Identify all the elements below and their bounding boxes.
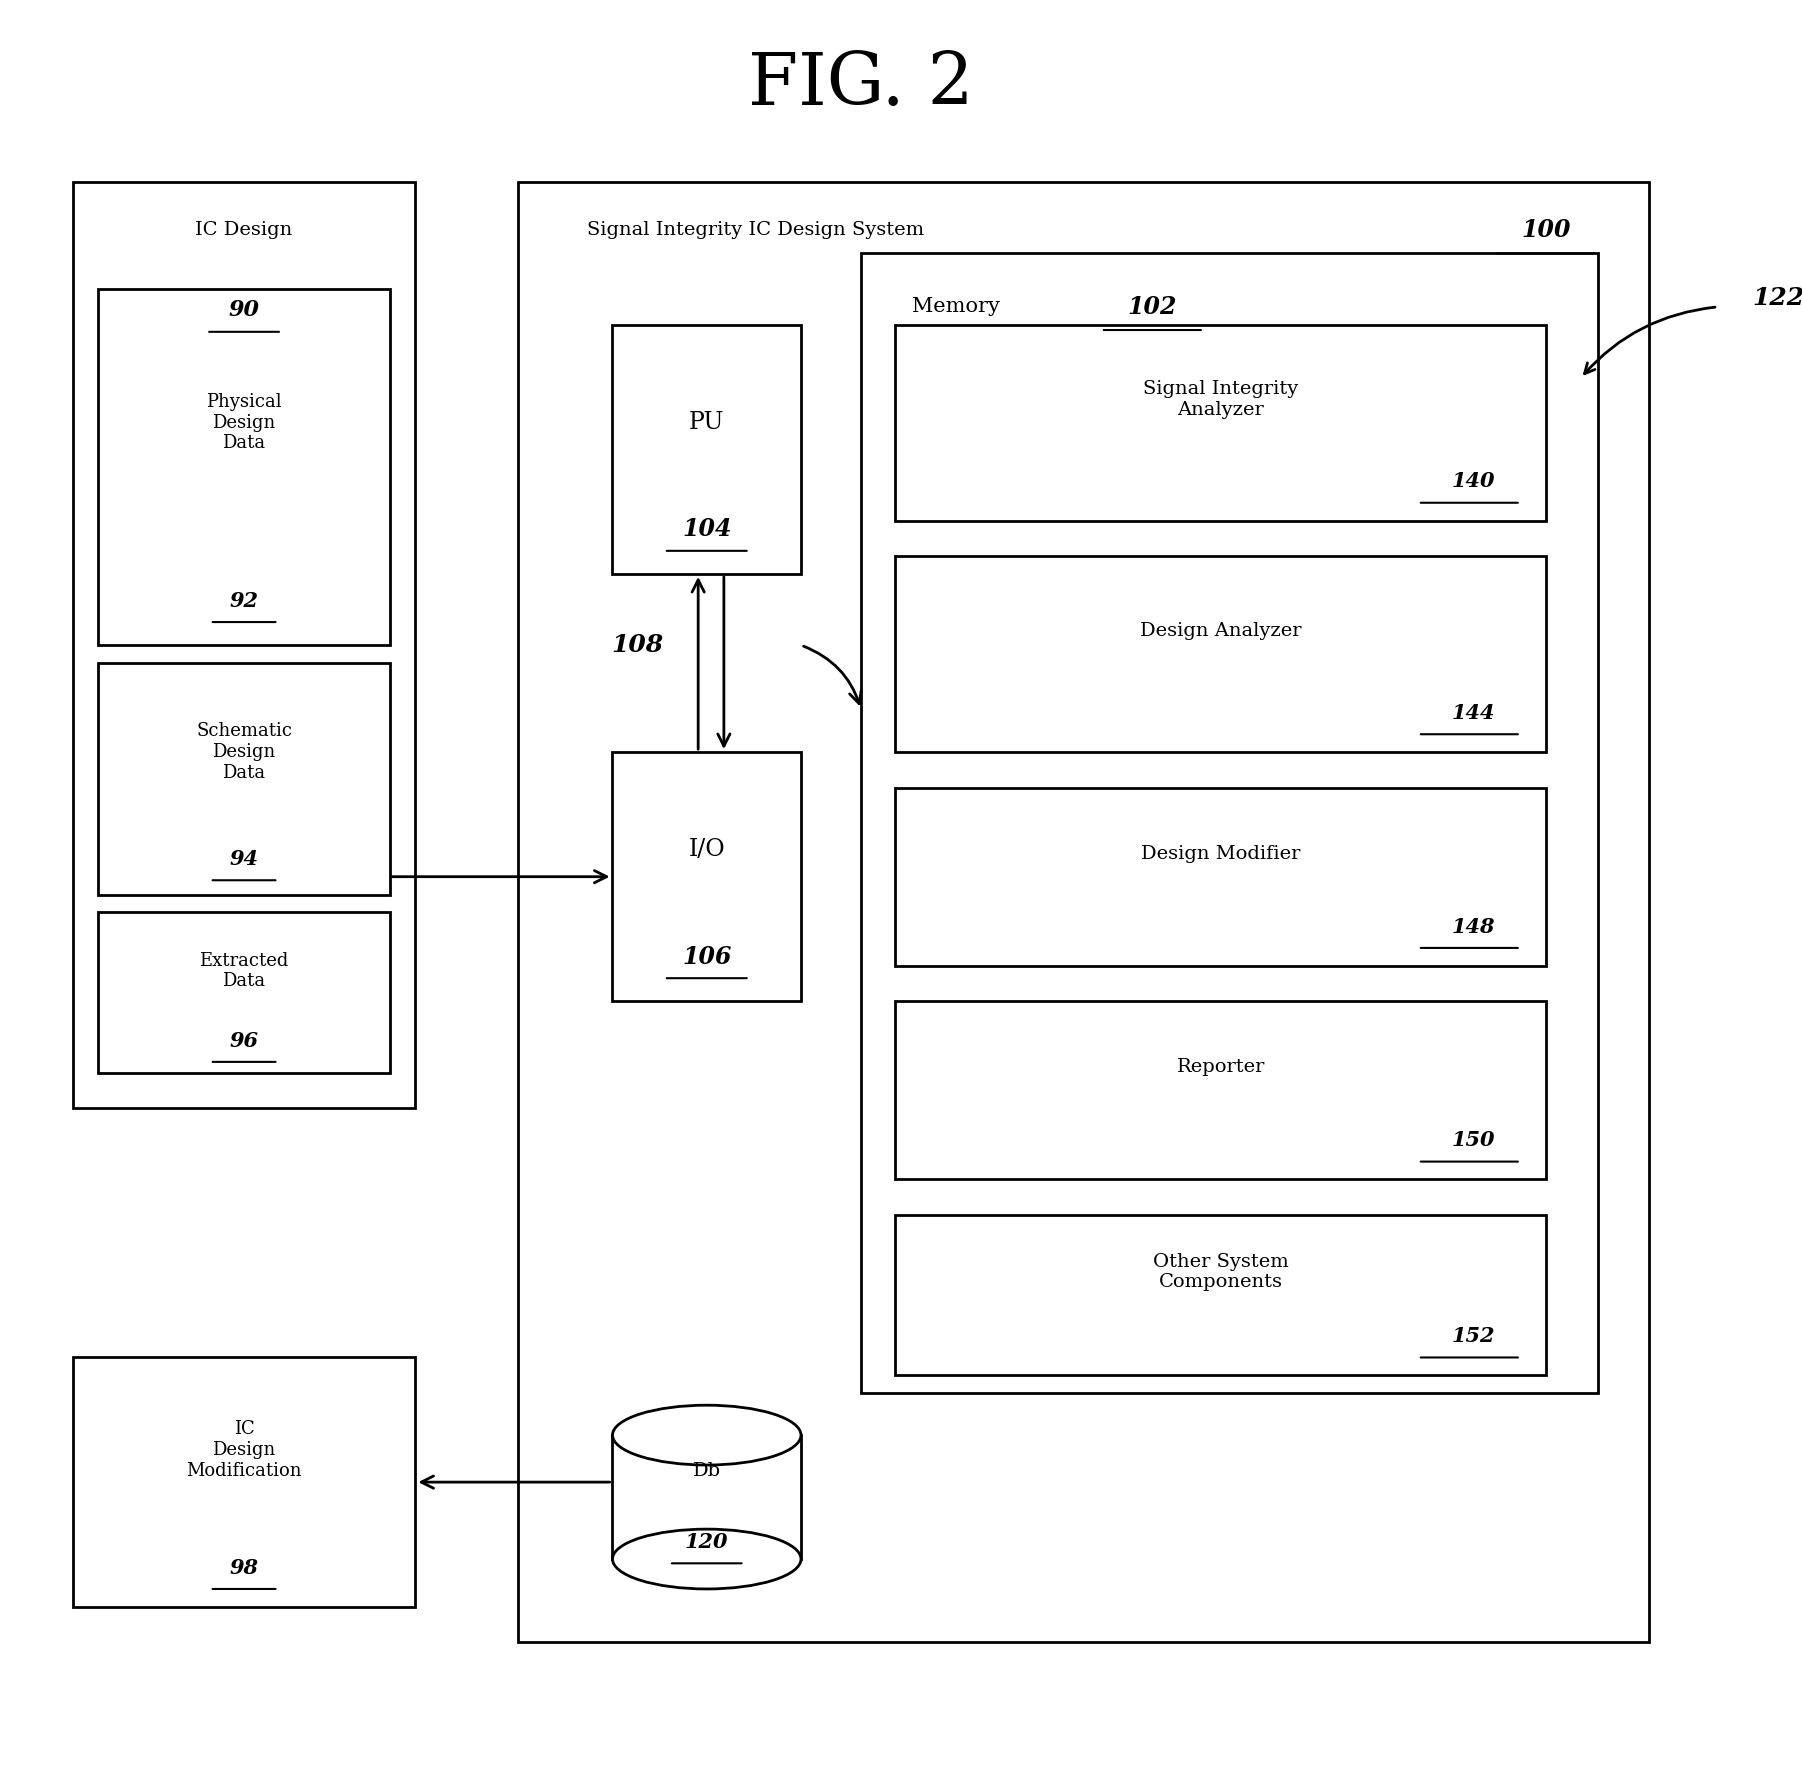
Text: Other System
Components: Other System Components [1153, 1252, 1288, 1292]
FancyBboxPatch shape [99, 664, 389, 894]
Ellipse shape [613, 1530, 802, 1589]
Text: 144: 144 [1451, 703, 1496, 723]
Text: Signal Integrity
Analyzer: Signal Integrity Analyzer [1142, 379, 1299, 419]
Text: IC
Design
Modification: IC Design Modification [186, 1420, 301, 1480]
Ellipse shape [613, 1404, 802, 1465]
Text: 152: 152 [1451, 1326, 1496, 1345]
Text: 120: 120 [685, 1531, 728, 1551]
FancyBboxPatch shape [896, 1002, 1546, 1179]
Text: 104: 104 [681, 517, 732, 542]
Text: 150: 150 [1451, 1131, 1496, 1150]
Text: Db: Db [692, 1462, 721, 1481]
Text: 94: 94 [229, 850, 258, 869]
FancyBboxPatch shape [99, 290, 389, 646]
Text: 122: 122 [1752, 286, 1802, 309]
Text: I/O: I/O [688, 839, 724, 862]
Text: 148: 148 [1451, 916, 1496, 937]
FancyBboxPatch shape [896, 324, 1546, 521]
FancyBboxPatch shape [72, 182, 416, 1107]
Text: Signal Integrity IC Design System: Signal Integrity IC Design System [587, 222, 924, 240]
FancyBboxPatch shape [613, 751, 802, 1002]
Text: 98: 98 [229, 1558, 258, 1578]
FancyBboxPatch shape [99, 912, 389, 1073]
FancyBboxPatch shape [613, 1435, 802, 1558]
Text: IC Design: IC Design [195, 222, 292, 240]
Text: Extracted
Data: Extracted Data [200, 952, 288, 991]
Text: 100: 100 [1521, 218, 1571, 242]
FancyBboxPatch shape [861, 254, 1598, 1394]
Text: Design Analyzer: Design Analyzer [1141, 623, 1301, 640]
Text: 108: 108 [613, 633, 663, 657]
Text: 96: 96 [229, 1030, 258, 1050]
Text: FIG. 2: FIG. 2 [748, 48, 973, 120]
Text: Physical
Design
Data: Physical Design Data [205, 394, 281, 453]
Text: 92: 92 [229, 590, 258, 610]
FancyBboxPatch shape [896, 556, 1546, 751]
Text: 102: 102 [1128, 295, 1177, 318]
Text: Memory: Memory [912, 297, 1000, 317]
Text: Design Modifier: Design Modifier [1141, 844, 1301, 862]
Text: Reporter: Reporter [1177, 1059, 1265, 1077]
Text: 106: 106 [681, 945, 732, 970]
FancyBboxPatch shape [896, 1215, 1546, 1376]
FancyBboxPatch shape [519, 182, 1649, 1642]
FancyBboxPatch shape [72, 1358, 416, 1607]
Text: 90: 90 [229, 299, 259, 322]
Text: Schematic
Design
Data: Schematic Design Data [196, 723, 292, 782]
FancyBboxPatch shape [896, 787, 1546, 966]
Text: PU: PU [688, 411, 724, 435]
FancyBboxPatch shape [613, 324, 802, 574]
Text: 140: 140 [1451, 471, 1496, 492]
